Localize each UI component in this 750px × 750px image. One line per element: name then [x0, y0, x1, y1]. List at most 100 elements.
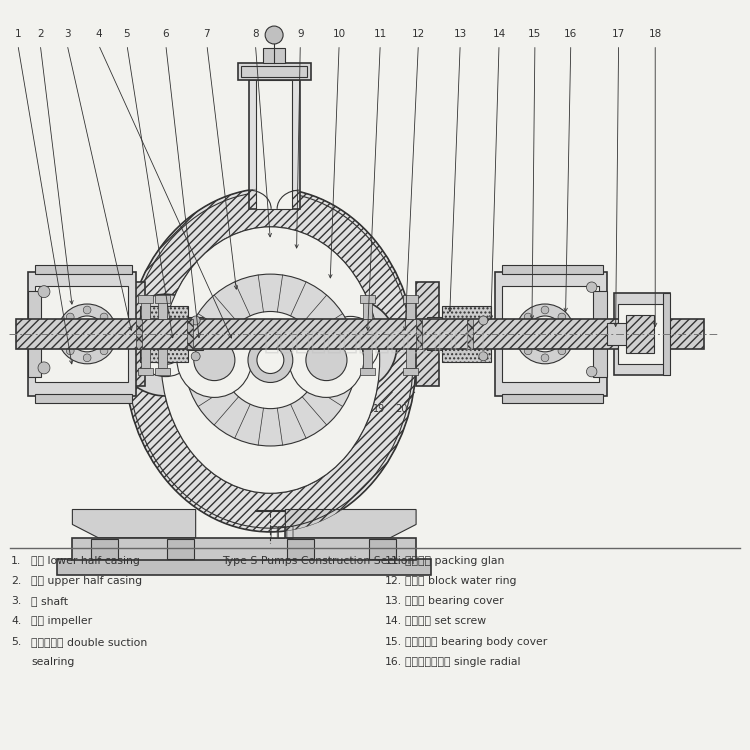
Text: 3.: 3. — [11, 596, 21, 606]
Text: 5: 5 — [124, 28, 130, 39]
Bar — [618, 304, 666, 364]
Bar — [263, 49, 285, 64]
Circle shape — [107, 330, 115, 338]
Text: 叶轮 impeller: 叶轮 impeller — [32, 616, 92, 626]
Bar — [158, 300, 166, 319]
Polygon shape — [285, 509, 416, 538]
Circle shape — [222, 311, 319, 409]
Circle shape — [38, 362, 50, 374]
Circle shape — [515, 304, 575, 364]
Circle shape — [83, 354, 91, 362]
Circle shape — [69, 316, 105, 352]
Text: 4: 4 — [95, 28, 102, 39]
Circle shape — [478, 352, 488, 361]
Bar — [363, 349, 372, 368]
Circle shape — [184, 274, 356, 446]
Text: 12.: 12. — [385, 576, 402, 586]
Bar — [188, 317, 203, 350]
Bar — [626, 315, 654, 352]
Text: 8: 8 — [252, 28, 259, 39]
Circle shape — [100, 313, 108, 321]
Text: 18: 18 — [649, 28, 662, 39]
Bar — [662, 292, 670, 375]
Bar — [122, 281, 145, 386]
Bar — [249, 80, 299, 209]
Text: 15.: 15. — [385, 637, 402, 646]
Text: 石家庄强能工业泵制造有限公司: 石家庄强能工业泵制造有限公司 — [264, 328, 486, 355]
Text: 14.: 14. — [385, 616, 402, 626]
Bar — [136, 319, 142, 349]
Text: Type S Pumps Construction Section: Type S Pumps Construction Section — [222, 556, 414, 566]
Text: 轴承盖 bearing cover: 轴承盖 bearing cover — [405, 596, 503, 606]
Ellipse shape — [161, 226, 380, 494]
Text: 13: 13 — [454, 28, 466, 39]
Bar — [28, 272, 136, 395]
Text: 泵盖 upper half casing: 泵盖 upper half casing — [32, 576, 142, 586]
Text: 12: 12 — [412, 28, 425, 39]
Bar — [154, 368, 170, 375]
Bar — [35, 265, 132, 274]
Circle shape — [333, 328, 368, 363]
Text: 轴 shaft: 轴 shaft — [32, 596, 68, 606]
Circle shape — [266, 26, 283, 44]
Bar — [494, 272, 607, 395]
Bar — [35, 286, 128, 382]
Bar — [154, 295, 170, 302]
Circle shape — [586, 367, 597, 376]
Bar — [187, 319, 193, 349]
Circle shape — [586, 282, 597, 292]
Circle shape — [191, 352, 200, 361]
Text: 5.: 5. — [11, 637, 21, 646]
Text: 1.: 1. — [11, 556, 21, 566]
Text: 泵体 lower half casing: 泵体 lower half casing — [32, 556, 140, 566]
Circle shape — [100, 347, 108, 355]
Bar — [467, 319, 473, 349]
Text: 1: 1 — [14, 28, 21, 39]
Circle shape — [565, 330, 573, 338]
Text: 16: 16 — [564, 28, 578, 39]
Bar — [406, 349, 416, 368]
Ellipse shape — [161, 226, 380, 494]
Bar — [256, 509, 285, 512]
Bar — [404, 295, 418, 302]
Text: 19: 19 — [373, 404, 385, 414]
Bar — [58, 559, 431, 575]
Bar — [404, 368, 418, 375]
Bar — [607, 322, 632, 345]
Bar — [416, 319, 422, 349]
Bar — [141, 300, 150, 319]
Circle shape — [66, 347, 74, 355]
Bar — [138, 368, 153, 375]
Text: 17: 17 — [612, 28, 626, 39]
Circle shape — [518, 330, 525, 338]
Circle shape — [289, 322, 364, 398]
Circle shape — [83, 306, 91, 314]
Bar — [360, 295, 375, 302]
Bar — [427, 317, 442, 350]
Text: 9: 9 — [297, 28, 304, 39]
Text: sealring: sealring — [32, 657, 75, 667]
Circle shape — [558, 347, 566, 355]
Bar — [138, 295, 153, 302]
Ellipse shape — [124, 188, 416, 532]
Bar — [286, 539, 314, 559]
Text: 13.: 13. — [385, 596, 402, 606]
Text: 15: 15 — [528, 28, 542, 39]
Text: 16.: 16. — [385, 657, 402, 667]
Bar — [238, 64, 310, 80]
Circle shape — [115, 294, 216, 396]
Bar — [614, 292, 670, 375]
Circle shape — [257, 346, 284, 374]
Bar — [502, 394, 603, 403]
Text: 固定螺钉 set screw: 固定螺钉 set screw — [405, 616, 486, 626]
Text: 挡水圈 block water ring: 挡水圈 block water ring — [405, 576, 517, 586]
Circle shape — [524, 347, 532, 355]
Circle shape — [524, 313, 532, 321]
Text: 11: 11 — [374, 28, 387, 39]
Text: 单列向心球轴承 single radial: 单列向心球轴承 single radial — [405, 657, 520, 667]
Circle shape — [177, 322, 252, 398]
Text: 7: 7 — [203, 28, 210, 39]
Bar — [140, 306, 188, 362]
Circle shape — [306, 340, 347, 380]
Bar — [502, 286, 599, 382]
